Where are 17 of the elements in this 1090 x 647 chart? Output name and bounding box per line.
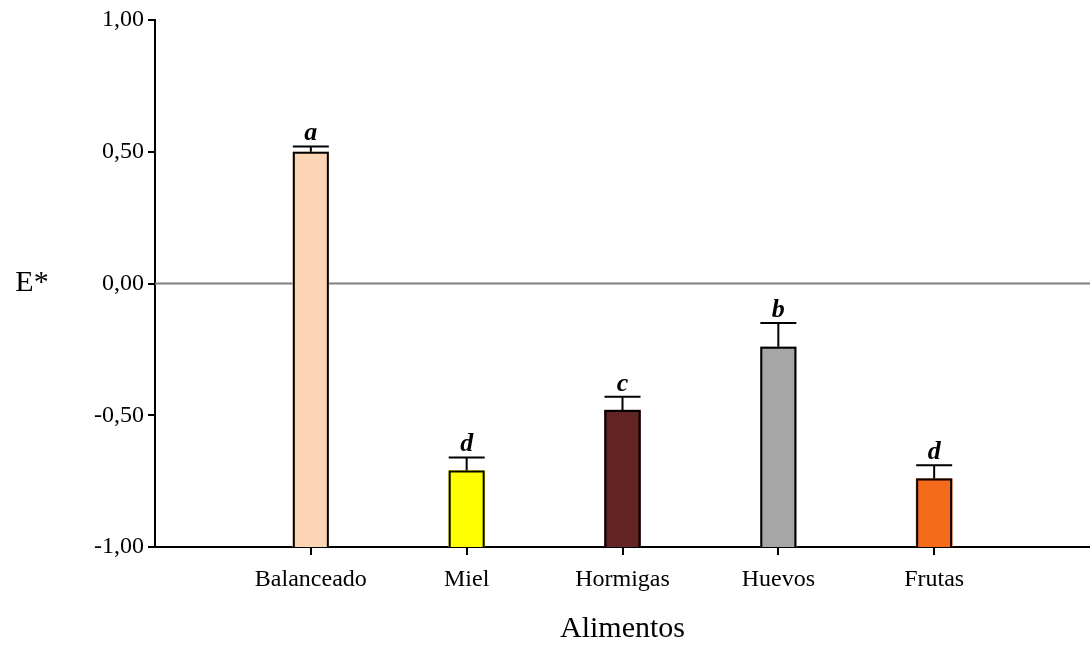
y-tick-label: 1,00 [102,5,144,32]
annotation: a [304,117,318,147]
x-axis-title: Alimentos [560,609,685,643]
annotation: d [460,428,475,458]
y-tick-label: -1,00 [94,532,144,559]
y-axis-title: E* [15,264,49,298]
y-tick-label: 0,50 [102,137,144,164]
x-tick-label: Balanceado [254,564,367,591]
x-tick-label: Hormigas [575,564,670,591]
annotation: d [927,436,942,466]
y-tick-label: 0,00 [102,268,144,295]
x-tick-label: Frutas [904,564,965,591]
x-tick-label: Huevos [741,564,815,591]
x-tick-label: Miel [444,564,490,591]
y-tick-label: -0,50 [94,400,144,427]
annotation: c [616,367,629,397]
annotation: b [771,294,785,324]
